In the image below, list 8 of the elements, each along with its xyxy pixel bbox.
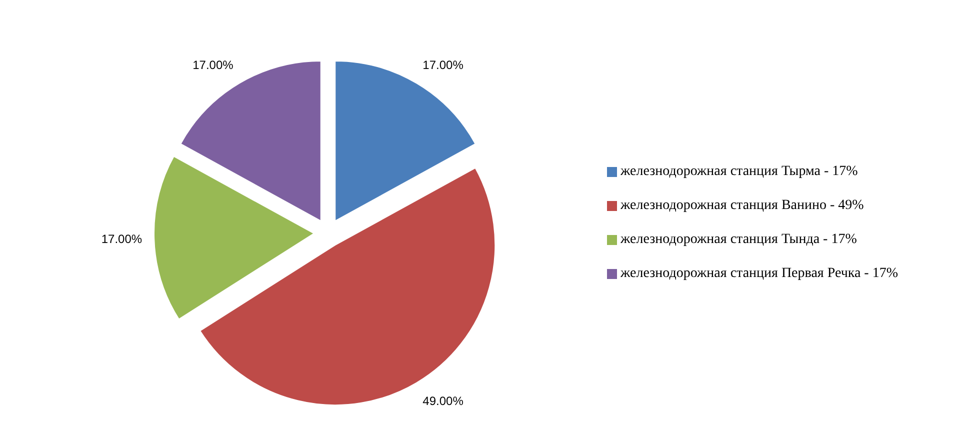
legend-label: железнодорожная станция Тырма - 17% bbox=[620, 164, 858, 179]
legend-label: железнодорожная станция Тында - 17% bbox=[620, 232, 857, 247]
data-label: 17.00% bbox=[192, 58, 234, 72]
data-label: 17.00% bbox=[422, 58, 464, 72]
data-label: 49.00% bbox=[422, 394, 464, 408]
data-label: 17.00% bbox=[101, 232, 142, 246]
legend-label: железнодорожная станция Первая Речка - 17% bbox=[620, 266, 898, 281]
legend-label: железнодорожная станция Ванино - 49% bbox=[620, 198, 864, 213]
